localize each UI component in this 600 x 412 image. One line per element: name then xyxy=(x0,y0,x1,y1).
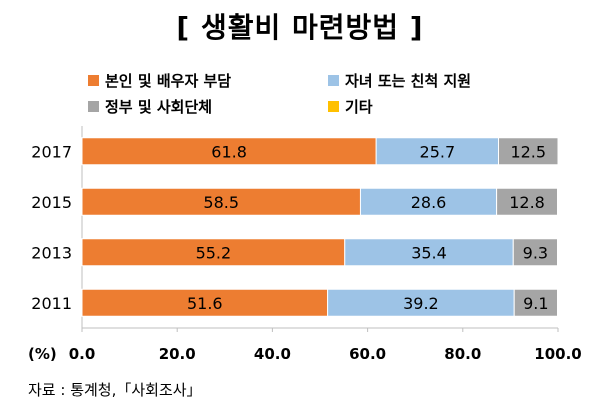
legend-item-government: 정부 및 사회단체 xyxy=(88,96,212,117)
x-tick-label: 60.0 xyxy=(349,345,386,363)
x-tick-label: 0.0 xyxy=(69,345,96,363)
x-tick-label: 40.0 xyxy=(254,345,291,363)
bar-segment xyxy=(81,238,346,267)
legend-label-self: 본인 및 배우자 부담 xyxy=(105,72,232,90)
y-tick-label: 2017 xyxy=(31,142,72,161)
bar-segment xyxy=(81,137,377,166)
bar-segment xyxy=(81,288,329,317)
data-label: 58.5 xyxy=(203,193,239,212)
legend-label-children: 자녀 또는 친척 지원 xyxy=(345,72,472,90)
legend-swatch-government xyxy=(88,101,99,112)
x-tick-label: 20.0 xyxy=(159,345,196,363)
legend-item-other: 기타 xyxy=(328,96,373,117)
data-label: 61.8 xyxy=(211,142,247,161)
legend-item-children: 자녀 또는 친척 지원 xyxy=(328,70,471,91)
bar-segment xyxy=(327,288,515,317)
legend-swatch-other xyxy=(328,101,339,112)
data-label: 12.5 xyxy=(510,142,546,161)
source-note: 자료 : 통계청,「사회조사」 xyxy=(28,381,202,399)
x-tick-label: 100.0 xyxy=(534,345,581,363)
bar-segment xyxy=(359,187,498,216)
bar-segment xyxy=(496,187,559,216)
data-label: 25.7 xyxy=(420,142,456,161)
data-label: 35.4 xyxy=(411,243,447,262)
data-label: 9.1 xyxy=(523,294,548,313)
legend-label-government: 정부 및 사회단체 xyxy=(105,98,213,116)
y-tick-label: 2013 xyxy=(31,243,72,262)
legend-label-other: 기타 xyxy=(345,98,373,116)
bar-segment xyxy=(375,137,499,166)
data-label: 39.2 xyxy=(403,294,439,313)
data-label: 51.6 xyxy=(187,294,223,313)
legend-swatch-children xyxy=(328,75,339,86)
bar-segment xyxy=(498,137,559,166)
bar-segment xyxy=(512,238,559,267)
y-tick-label: 2011 xyxy=(31,294,72,313)
data-label: 28.6 xyxy=(411,193,447,212)
bar-segment xyxy=(344,238,514,267)
data-label: 55.2 xyxy=(196,243,232,262)
x-axis-unit: (%) xyxy=(28,345,57,363)
legend-swatch-self xyxy=(88,75,99,86)
data-label: 9.3 xyxy=(523,243,548,262)
y-tick-label: 2015 xyxy=(31,193,72,212)
bar-segment xyxy=(81,187,361,216)
legend-item-self: 본인 및 배우자 부담 xyxy=(88,70,231,91)
data-label: 12.8 xyxy=(509,193,545,212)
x-tick-label: 80.0 xyxy=(444,345,481,363)
chart-title: [ 생활비 마련방법 ] xyxy=(176,11,424,44)
